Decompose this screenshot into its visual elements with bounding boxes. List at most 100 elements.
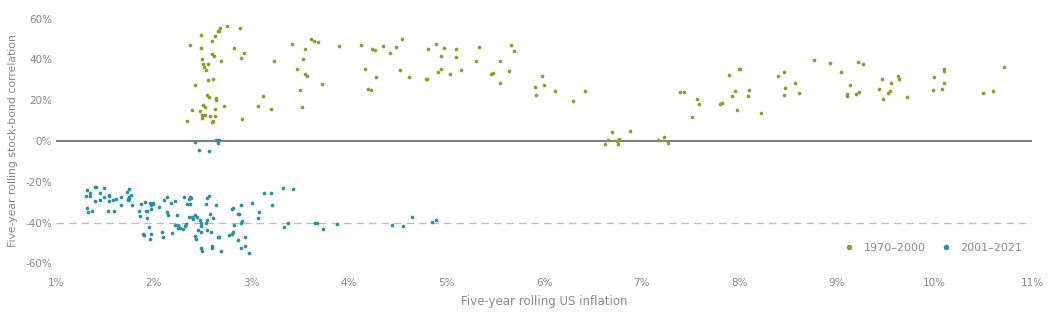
Point — [176, 194, 193, 199]
Point — [275, 186, 291, 191]
Point — [104, 198, 121, 203]
Point — [429, 69, 446, 74]
Point — [226, 45, 243, 50]
Point — [226, 223, 243, 228]
Point — [142, 237, 159, 242]
Point — [185, 216, 202, 222]
Point — [307, 221, 324, 226]
Point — [288, 66, 305, 71]
Point — [207, 98, 224, 103]
Point — [243, 201, 260, 206]
Point — [193, 223, 209, 228]
Point — [850, 89, 867, 94]
Point — [188, 236, 205, 241]
Point — [80, 210, 97, 215]
Point — [211, 25, 228, 30]
Point — [203, 39, 220, 44]
Point — [291, 88, 308, 93]
Point — [96, 195, 113, 200]
Point — [609, 142, 626, 147]
Point — [158, 210, 175, 215]
Point — [183, 196, 200, 201]
Point — [145, 200, 162, 205]
Point — [263, 203, 280, 208]
Point — [535, 82, 552, 88]
Point — [935, 69, 952, 74]
Point — [203, 230, 220, 235]
Point — [234, 218, 250, 223]
Point — [600, 138, 616, 143]
Point — [375, 44, 391, 49]
Point — [609, 138, 626, 143]
Point — [838, 94, 855, 99]
Point — [229, 237, 246, 242]
Point — [842, 83, 858, 88]
Point — [236, 50, 252, 55]
Point — [92, 198, 108, 203]
Point — [140, 224, 157, 229]
Point — [191, 148, 208, 153]
Point — [688, 96, 705, 101]
Point — [205, 118, 222, 124]
Point — [201, 212, 218, 217]
Point — [204, 246, 221, 251]
Point — [753, 111, 770, 116]
Point — [683, 115, 700, 120]
Point — [790, 91, 807, 96]
Point — [223, 231, 240, 236]
Point — [596, 142, 613, 147]
Point — [935, 80, 952, 85]
Point — [237, 234, 254, 239]
Point — [740, 93, 756, 98]
Point — [81, 190, 98, 195]
Point — [187, 82, 204, 87]
Point — [649, 138, 666, 143]
Point — [133, 202, 149, 207]
Point — [352, 42, 369, 47]
Point — [123, 203, 140, 208]
Point — [194, 245, 210, 250]
Point — [883, 81, 899, 86]
Point — [232, 220, 249, 225]
Point — [394, 223, 411, 228]
Point — [143, 206, 160, 211]
Point — [194, 116, 210, 121]
Point — [219, 24, 236, 29]
Point — [485, 70, 502, 76]
Point — [296, 71, 312, 76]
Point — [86, 184, 103, 189]
Point — [163, 200, 180, 205]
Point — [546, 89, 563, 94]
Point — [121, 197, 138, 202]
Point — [83, 209, 100, 214]
Point — [223, 207, 240, 212]
Point — [197, 104, 214, 109]
Point — [164, 230, 181, 235]
Point — [155, 234, 171, 240]
Point — [136, 232, 153, 237]
Point — [141, 200, 158, 205]
Point — [202, 113, 219, 118]
Point — [712, 101, 729, 106]
Point — [889, 74, 906, 79]
Point — [363, 88, 380, 93]
Point — [120, 198, 137, 203]
Point — [622, 129, 639, 134]
Point — [180, 215, 197, 220]
Point — [284, 187, 301, 192]
Point — [230, 211, 247, 216]
Point — [775, 70, 792, 75]
Point — [221, 232, 238, 237]
Point — [483, 71, 500, 76]
Point — [101, 199, 118, 204]
Point — [120, 196, 137, 201]
Point — [491, 58, 508, 63]
Point — [210, 140, 227, 145]
Point — [367, 48, 384, 53]
Point — [119, 190, 136, 195]
Point — [194, 248, 210, 253]
Point — [138, 216, 155, 221]
Point — [401, 74, 418, 79]
Point — [935, 66, 952, 71]
Point — [249, 215, 266, 220]
